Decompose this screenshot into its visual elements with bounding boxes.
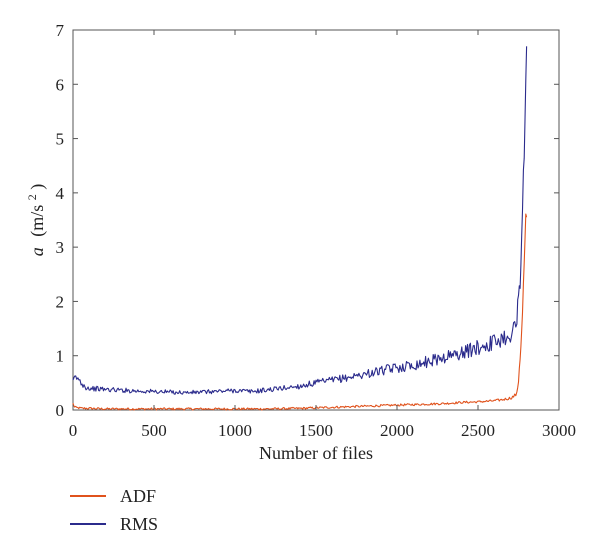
- x-axis-label: Number of files: [259, 443, 373, 463]
- legend-label-rms: RMS: [120, 513, 159, 534]
- series-layer: [72, 46, 528, 411]
- y-tick-label: 6: [56, 75, 65, 94]
- x-tick-label: 3000: [542, 421, 576, 440]
- x-tick-label: 2500: [461, 421, 495, 440]
- x-tick-label: 1500: [299, 421, 333, 440]
- legend-swatch-rms: [70, 523, 106, 525]
- tick-layer: 0 500 1000 1500 2000 2500 3000 0 1 2 3 4 5 6 7: [56, 21, 577, 440]
- x-tick-label: 0: [69, 421, 78, 440]
- y-tick-label: 2: [56, 292, 65, 311]
- y-tick-label: 0: [56, 401, 65, 420]
- x-tick-label: 500: [141, 421, 167, 440]
- legend: ADF RMS: [70, 482, 158, 538]
- x-tick-label: 2000: [380, 421, 414, 440]
- y-tick-label: 1: [56, 347, 65, 366]
- y-axis-unit: (m/s: [27, 205, 48, 237]
- series-line-adf: [72, 213, 528, 411]
- x-tick-label: 1000: [218, 421, 252, 440]
- y-axis-label: a (m/s 2 ): [20, 184, 48, 257]
- legend-item-adf: ADF: [70, 482, 158, 510]
- legend-item-rms: RMS: [70, 510, 158, 538]
- y-tick-label: 7: [56, 21, 65, 40]
- y-axis-unit-exponent: 2: [25, 194, 39, 200]
- y-tick-label: 3: [56, 238, 65, 257]
- y-tick-label: 4: [56, 184, 65, 203]
- y-tick-label: 5: [56, 130, 65, 149]
- series-line-rms: [72, 46, 528, 395]
- y-axis-symbol: a: [27, 247, 47, 256]
- plot-area: [72, 29, 560, 411]
- legend-label-adf: ADF: [120, 485, 157, 506]
- y-axis-unit-close: ): [27, 184, 48, 190]
- legend-swatch-adf: [70, 495, 106, 497]
